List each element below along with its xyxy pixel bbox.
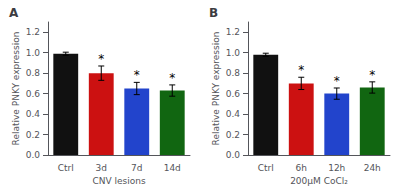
svg-text:Ctrl: Ctrl — [258, 163, 274, 173]
svg-text:0.6: 0.6 — [26, 89, 41, 99]
svg-text:*: * — [298, 63, 304, 77]
svg-text:Ctrl: Ctrl — [58, 163, 74, 173]
svg-text:1.0: 1.0 — [226, 48, 241, 58]
svg-text:A: A — [9, 6, 19, 20]
svg-text:*: * — [369, 68, 375, 82]
svg-text:14d: 14d — [164, 163, 181, 173]
svg-text:0.2: 0.2 — [26, 130, 40, 140]
svg-text:24h: 24h — [364, 163, 381, 173]
svg-text:*: * — [98, 52, 104, 66]
svg-text:0.8: 0.8 — [26, 68, 41, 78]
svg-text:1.2: 1.2 — [26, 27, 40, 37]
svg-text:1.0: 1.0 — [26, 48, 41, 58]
svg-text:Relative PNKY expression: Relative PNKY expression — [11, 32, 21, 146]
svg-text:0.0: 0.0 — [226, 150, 241, 160]
svg-text:Relative PNKY expression: Relative PNKY expression — [211, 32, 221, 146]
svg-text:1.2: 1.2 — [226, 27, 240, 37]
svg-text:6h: 6h — [296, 163, 307, 173]
svg-text:0.2: 0.2 — [226, 130, 240, 140]
svg-text:B: B — [209, 6, 218, 20]
svg-text:12h: 12h — [328, 163, 345, 173]
svg-text:0.4: 0.4 — [26, 109, 41, 119]
svg-text:*: * — [334, 74, 340, 88]
svg-text:200μM CoCl₂: 200μM CoCl₂ — [290, 176, 348, 186]
svg-text:0.6: 0.6 — [226, 89, 241, 99]
svg-text:0.0: 0.0 — [26, 150, 41, 160]
svg-text:0.4: 0.4 — [226, 109, 241, 119]
svg-text:CNV lesions: CNV lesions — [92, 176, 145, 186]
svg-text:7d: 7d — [131, 163, 142, 173]
svg-text:*: * — [169, 71, 175, 85]
svg-text:0.8: 0.8 — [226, 68, 241, 78]
svg-text:3d: 3d — [96, 163, 107, 173]
svg-text:*: * — [134, 68, 140, 82]
